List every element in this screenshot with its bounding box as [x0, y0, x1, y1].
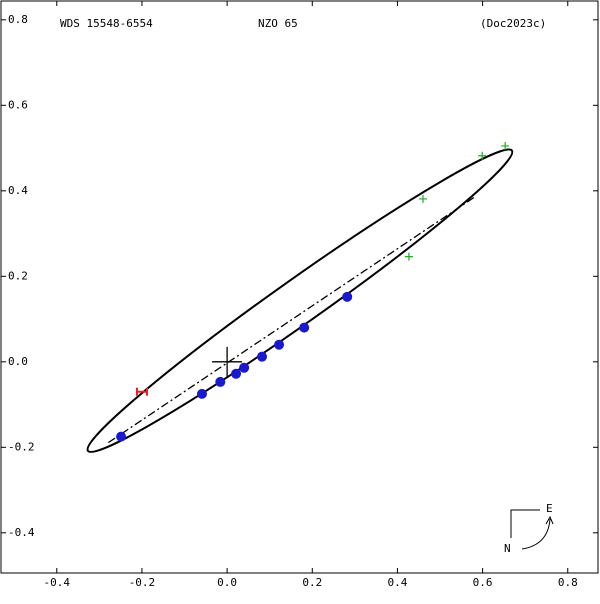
line-of-nodes: [107, 196, 476, 444]
observation-bar: [135, 387, 148, 396]
observation: [274, 339, 285, 350]
x-tick-label: -0.2: [129, 576, 156, 589]
primary-star: [212, 346, 243, 377]
observation: [257, 351, 268, 362]
compass-east: E: [546, 502, 553, 515]
observation-plus: [404, 252, 413, 261]
y-tick-label: 0.4: [8, 184, 28, 197]
orbit: [86, 148, 514, 453]
x-tick-label: 0.8: [558, 576, 578, 589]
observation: [342, 291, 353, 302]
observation: [299, 322, 310, 333]
y-tick-label: 0.2: [8, 269, 28, 282]
observation: [239, 362, 250, 373]
observation: [196, 388, 207, 399]
x-tick-label: 0.2: [302, 576, 322, 589]
reference: (Doc2023c): [480, 17, 546, 30]
observation-plus: [418, 194, 427, 203]
x-tick-label: 0.6: [473, 576, 493, 589]
y-tick-label: 0.0: [8, 355, 28, 368]
compass: [510, 509, 554, 550]
compass-arrowhead: [545, 515, 554, 525]
y-tick-label: 0.6: [8, 98, 28, 111]
compass-arrow: [521, 518, 551, 550]
y-tick-label: -0.4: [8, 526, 35, 539]
y-tick-label: 0.8: [8, 13, 28, 26]
frame: [0, 0, 599, 574]
compass-axes: [510, 509, 540, 538]
observation: [231, 368, 242, 379]
observation: [116, 431, 127, 442]
observation-plus: [478, 151, 487, 160]
y-tick-label: -0.2: [8, 440, 35, 453]
x-tick-label: 0.0: [217, 576, 237, 589]
observation-plus: [501, 141, 510, 150]
chart-title: WDS 15548-6554: [60, 17, 153, 30]
compass-north: N: [504, 542, 511, 555]
chart-subtitle: NZO 65: [258, 17, 298, 30]
x-tick-label: 0.4: [388, 576, 408, 589]
x-tick-label: -0.4: [44, 576, 71, 589]
observation: [215, 376, 226, 387]
